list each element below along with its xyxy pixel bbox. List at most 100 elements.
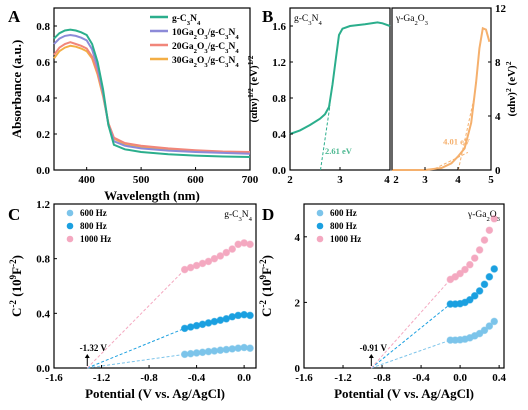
data-point-1 xyxy=(466,295,474,304)
data-point-2 xyxy=(470,254,479,262)
x-tick-label: -1.6 xyxy=(295,372,313,384)
data-point-1 xyxy=(246,311,254,320)
tangent-line-gcn xyxy=(320,105,331,171)
legend-marker xyxy=(66,222,74,230)
x-axis-label: Potential (V vs. Ag/AgCl) xyxy=(334,386,474,401)
data-point-0 xyxy=(490,317,499,326)
intercept-arrowhead xyxy=(368,354,374,358)
data-point-2 xyxy=(456,269,464,278)
panelC-material-label: g-C3N4 xyxy=(224,210,252,223)
y-tick-label: 12 xyxy=(495,3,507,15)
y-tick-label: 0 xyxy=(295,363,301,375)
y-tick-label: 0.4 xyxy=(272,129,286,141)
y-axis-label: Absorbance (a.u.) xyxy=(9,40,24,139)
x-tick-label: 2 xyxy=(287,174,293,186)
data-point-2 xyxy=(461,265,469,274)
data-point-1 xyxy=(480,280,489,289)
panel-d-mott-schottky-ga2o3: -0.91 V -1.6 -1.2 -0.8 -0.4 0.0 0.4 0 2 4 600 Hz 80… xyxy=(258,203,506,401)
legend-label: 1000 Hz xyxy=(330,234,361,244)
x-tick-label: 0.4 xyxy=(492,372,506,384)
legend-marker xyxy=(66,235,74,243)
x-tick-label: -1.2 xyxy=(93,372,111,384)
x-tick-label: 3 xyxy=(422,174,428,186)
legend-marker xyxy=(316,222,324,230)
y-tick-label: 0.0 xyxy=(272,165,286,177)
panelD-frame xyxy=(303,203,505,369)
x-tick-label: 3 xyxy=(337,174,343,186)
tangent-line-ga2o3 xyxy=(457,95,475,171)
legend-label: 800 Hz xyxy=(80,221,107,231)
x-tick-label: -1.6 xyxy=(45,372,63,384)
data-point-2 xyxy=(246,240,254,249)
x-tick-label: -0.8 xyxy=(373,372,391,384)
intercept-label: -1.32 V xyxy=(80,343,108,353)
legend-label: 600 Hz xyxy=(330,208,357,218)
x-tick-label: 500 xyxy=(133,174,150,186)
y-tick-label: 0.2 xyxy=(36,129,50,141)
legend-label: 20Ga2O3/g-C3N4 xyxy=(172,42,239,55)
panel-label-b: B xyxy=(262,7,273,26)
fit-line-1 xyxy=(87,327,185,369)
legend-marker xyxy=(66,209,74,217)
data-point-2 xyxy=(466,260,474,269)
x-tick-label: 4 xyxy=(384,174,390,186)
y-tick-label: 4 xyxy=(295,232,301,244)
data-point-2 xyxy=(210,254,219,263)
panel-label-c: C xyxy=(8,205,20,224)
legend-label: 30Ga2O3/g-C3N4 xyxy=(172,56,239,69)
data-point-2 xyxy=(475,246,484,254)
fit-line-2 xyxy=(370,279,451,369)
subpanel-label-ga2o3: γ-Ga2O3 xyxy=(395,14,429,27)
legend-label: 600 Hz xyxy=(80,208,107,218)
data-point-1 xyxy=(490,265,499,273)
data-point-0 xyxy=(246,344,254,352)
legend-label: 800 Hz xyxy=(330,221,357,231)
series-line-1 xyxy=(53,33,251,155)
intercept-label: -0.91 V xyxy=(360,343,388,353)
x-tick-label: 0.0 xyxy=(453,372,467,384)
panel-label-d: D xyxy=(262,205,274,224)
y-tick-label: 0.4 xyxy=(36,308,50,320)
x-tick-label: 5 xyxy=(488,174,494,186)
data-point-2 xyxy=(228,245,237,253)
panel-b-gcn-tauc-chart: 2.61 eV g-C3N4 2 3 4 0.0 0.4 0.8 1.2 1.6 (αhν)1/2 … xyxy=(246,7,391,186)
x-tick-label: -0.8 xyxy=(140,372,158,384)
x-tick-label: 4 xyxy=(455,174,461,186)
y-tick-label: 1.2 xyxy=(272,57,286,69)
intercept-arrowhead xyxy=(84,354,90,358)
data-point-1 xyxy=(475,287,484,295)
baseline-tangent-ga2o3 xyxy=(434,152,469,170)
panel-b-ga2o3-tauc-chart: 4.01 eV γ-Ga2O3 2 3 4 50 4 8 12 (αhν)2 (eV)2 xyxy=(391,3,519,186)
panel-b-right-frame xyxy=(391,7,492,171)
panelC-frame xyxy=(53,203,257,369)
y-tick-label: 2 xyxy=(295,297,301,309)
panelD-material-label: γ-Ga2O3 xyxy=(467,210,501,223)
y-tick-label: 0 xyxy=(495,165,501,177)
y-axis-label-left: (αhν)1/2 (eV)1/2 xyxy=(246,55,261,122)
data-point-2 xyxy=(480,236,489,244)
x-tick-label: 400 xyxy=(78,174,95,186)
x-tick-label: -0.4 xyxy=(188,372,206,384)
data-point-0 xyxy=(485,322,494,330)
data-point-2 xyxy=(490,214,499,223)
panel-c-mott-schottky-gcn: -1.32 V -1.6 -1.2 -0.8 -0.4 0.0 0.0 0.4 0.8 1.2 60… xyxy=(8,199,257,401)
fit-line-0 xyxy=(87,353,185,369)
legend-marker xyxy=(316,235,324,243)
legend-label: 1000 Hz xyxy=(80,234,111,244)
y-axis-label-right: (αhν)2 (eV)2 xyxy=(504,61,519,116)
data-point-1 xyxy=(485,273,494,281)
y-tick-label: 0.8 xyxy=(272,93,286,105)
data-point-2 xyxy=(222,248,231,257)
y-tick-label: 0.6 xyxy=(36,57,50,69)
y-tick-label: 8 xyxy=(495,57,501,69)
data-point-1 xyxy=(470,292,479,300)
y-tick-label: 0.0 xyxy=(36,165,50,177)
x-axis-label: Potential (V vs. Ag/AgCl) xyxy=(85,386,225,401)
y-tick-label: 0.8 xyxy=(36,21,50,33)
x-tick-label: 2 xyxy=(393,174,399,186)
y-tick-label: 4 xyxy=(495,111,501,123)
y-tick-label: 1.2 xyxy=(36,199,50,211)
data-point-2 xyxy=(485,226,494,235)
series-line-ga2o3 xyxy=(392,26,491,171)
